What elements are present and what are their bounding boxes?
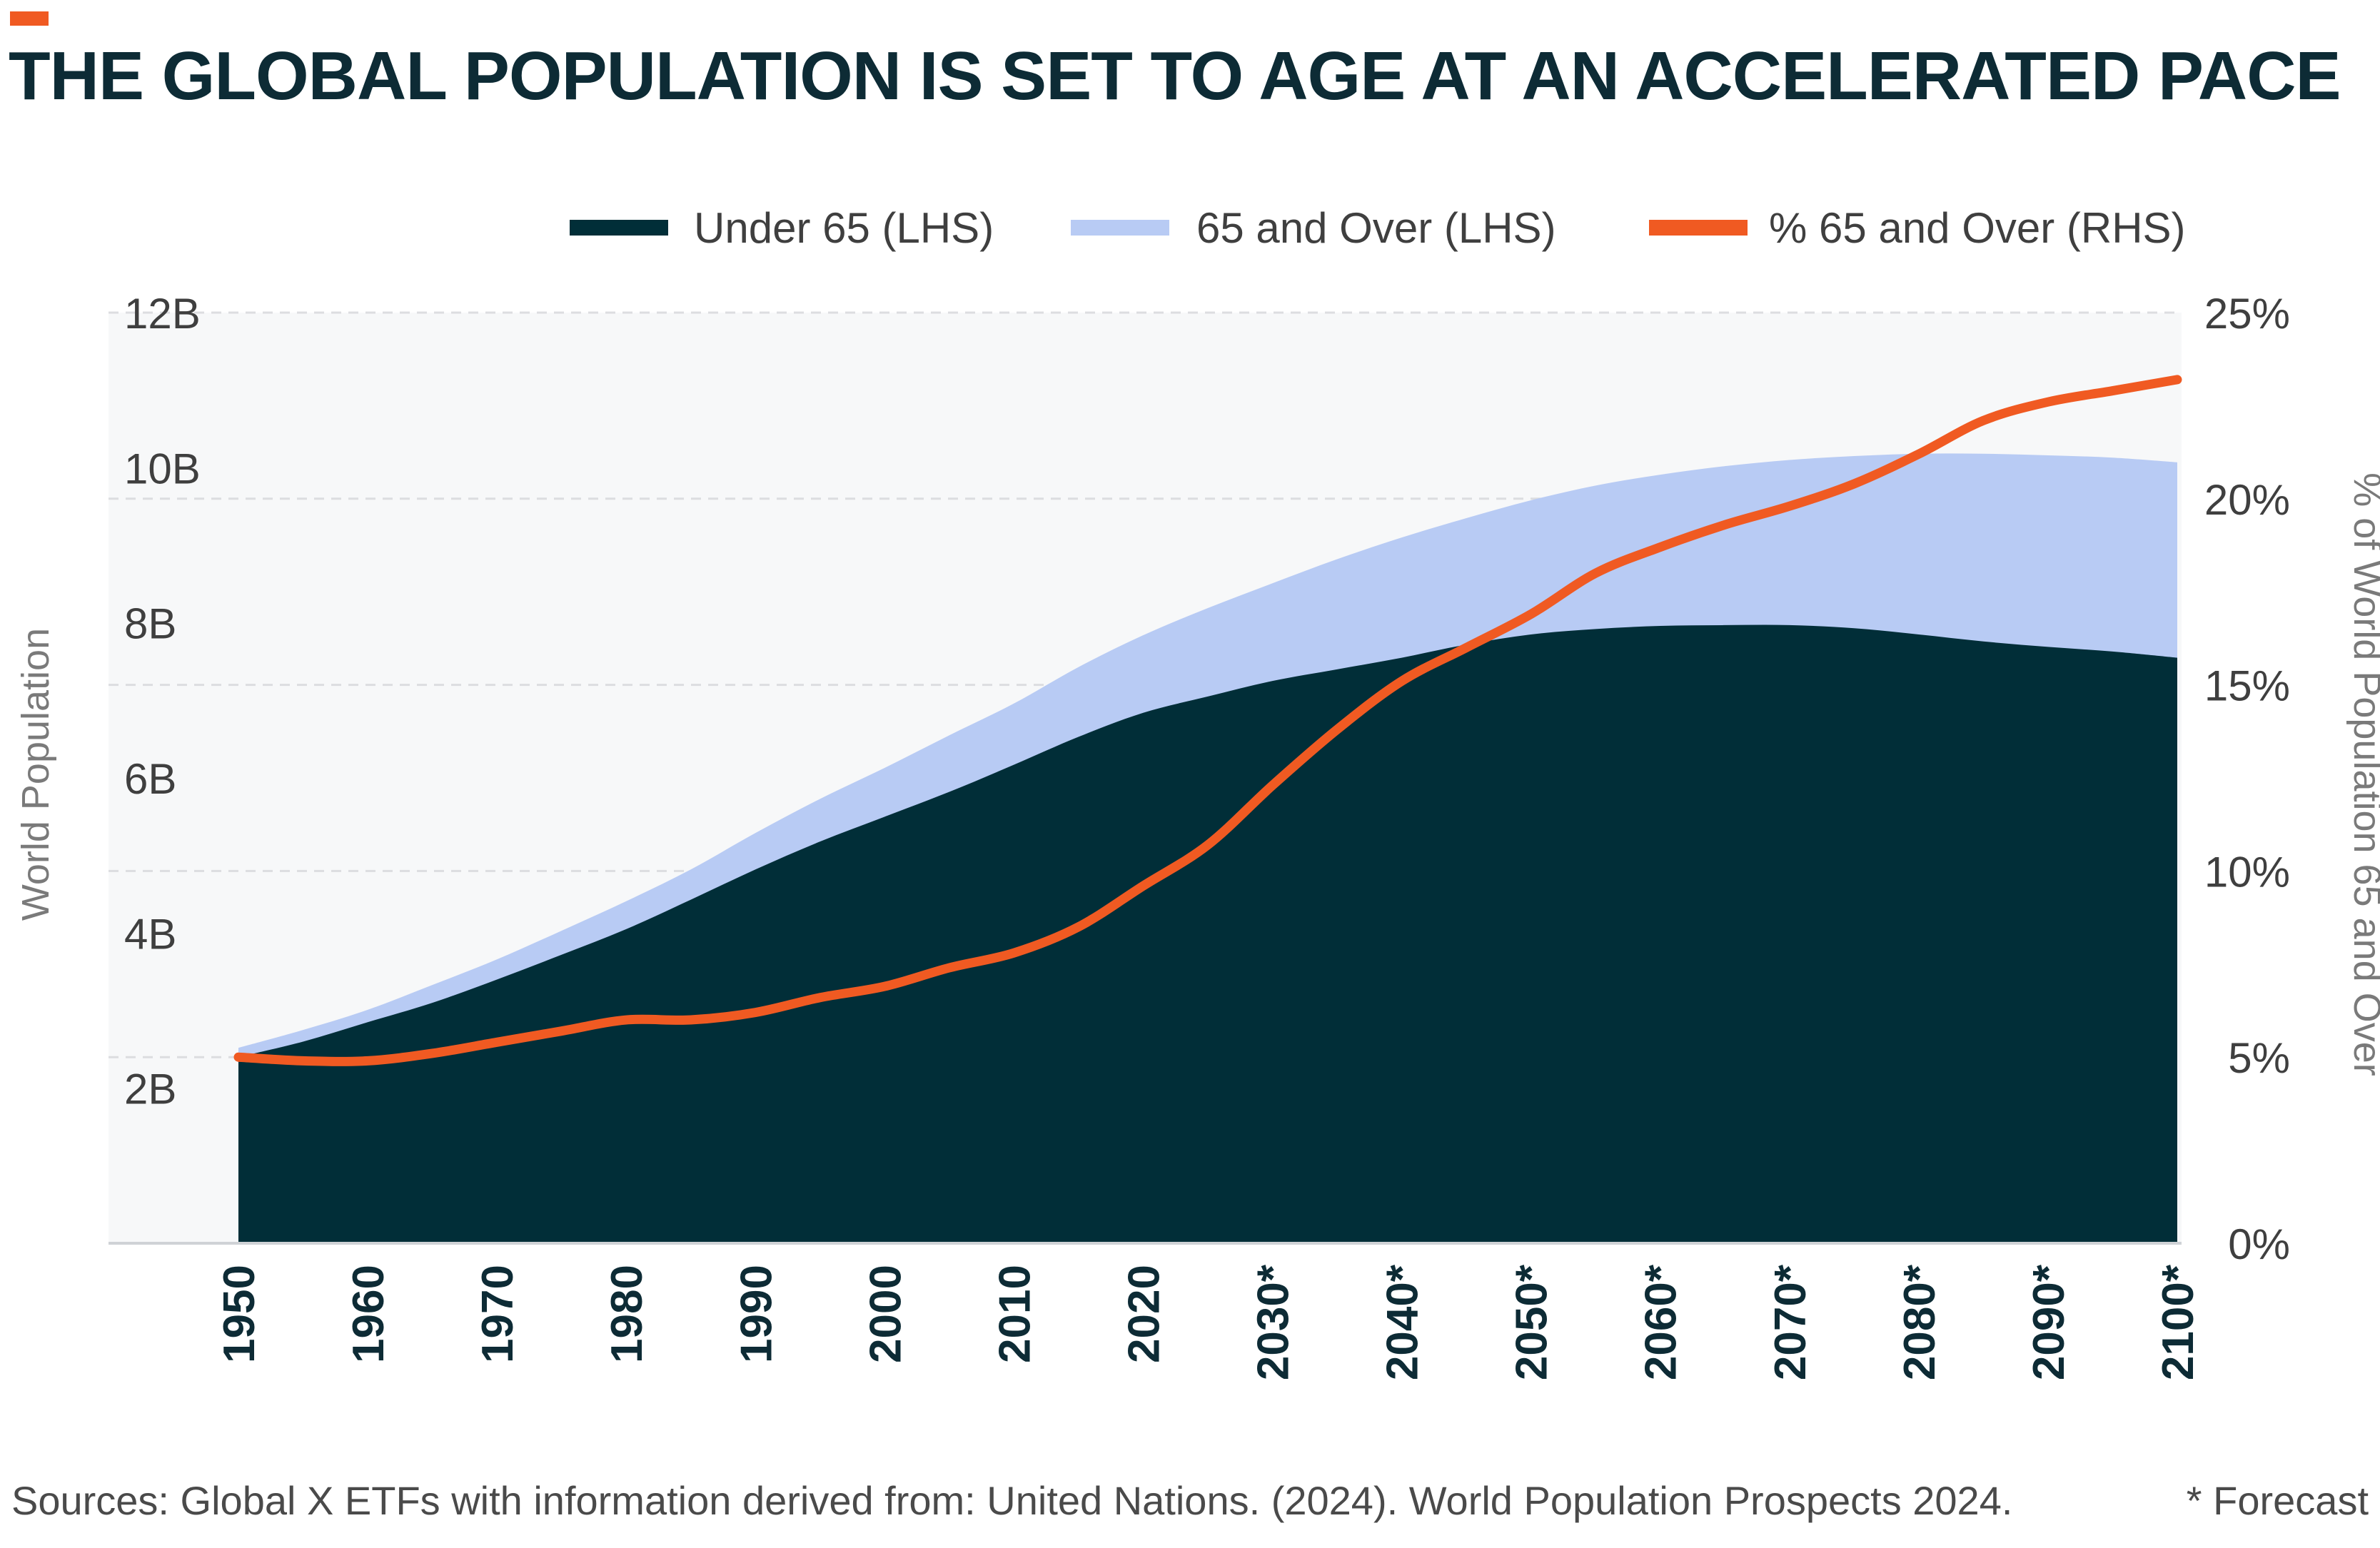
series-line-pct-65-and-over — [233, 375, 2182, 1066]
x-tick-label: 2080* — [1895, 1264, 1945, 1380]
legend-item-under-65: Under 65 (LHS) — [694, 204, 994, 252]
y-tick-label: 6B — [124, 755, 176, 803]
source-note: Sources: Global X ETFs with information … — [11, 1478, 2013, 1523]
legend: Under 65 (LHS) 65 and Over (LHS) % 65 and … — [570, 204, 2186, 252]
accent-bar — [10, 11, 49, 26]
x-tick-label: 2010 — [990, 1265, 1039, 1363]
x-tick-label: 1960 — [344, 1265, 393, 1363]
legend-swatch — [1649, 220, 1748, 236]
y-tick-label: 2B — [124, 1066, 176, 1113]
x-tick-label: 2060* — [1637, 1264, 1686, 1380]
y2-tick-label: 5% — [2228, 1034, 2290, 1082]
y2-tick-label: 25% — [2204, 290, 2290, 338]
x-tick-label: 2090* — [2024, 1264, 2074, 1380]
x-tick-label: 2030* — [1249, 1264, 1299, 1380]
y2-tick-label: 20% — [2204, 476, 2290, 524]
y2-tick-label: 10% — [2204, 848, 2290, 896]
x-tick-label: 1980 — [602, 1265, 652, 1363]
y2-tick-label: 15% — [2204, 662, 2290, 710]
axes: 2B 4B 6B 8B 10B 12B 0% 5% 10% 15% 20% 25% 1950 1960 19… — [14, 290, 2380, 1380]
y-axis-title: World Population — [14, 628, 57, 921]
legend-item-65-and-over: 65 and Over (LHS) — [1196, 204, 1556, 252]
x-tick-label: 1950 — [215, 1265, 264, 1363]
legend-swatch — [1071, 220, 1169, 236]
y2-tick-label: 0% — [2228, 1220, 2290, 1268]
series-area-under-65 — [238, 624, 2177, 1243]
y-tick-label: 8B — [124, 600, 176, 648]
x-tick-label: 1970 — [473, 1265, 523, 1363]
legend-item-pct-65-and-over: % 65 and Over (RHS) — [1769, 204, 2186, 252]
chart-title: THE GLOBAL POPULATION IS SET TO AGE AT A… — [9, 38, 2341, 114]
x-tick-label: 1990 — [732, 1265, 781, 1363]
x-tick-label: 2020 — [1119, 1265, 1169, 1363]
x-tick-label: 2050* — [1508, 1264, 1557, 1380]
x-tick-label: 2070* — [1766, 1264, 1815, 1380]
x-tick-label: 2040* — [1378, 1264, 1428, 1380]
y-tick-label: 10B — [124, 445, 201, 492]
y-tick-label: 4B — [124, 910, 176, 958]
forecast-note: * Forecast — [2186, 1478, 2369, 1523]
x-tick-label: 2000 — [861, 1265, 910, 1363]
line-layer — [233, 375, 2182, 1066]
legend-swatch — [570, 220, 668, 236]
y-tick-label: 12B — [124, 290, 201, 338]
y2-axis-title: % of World Population 65 and Over — [2346, 472, 2380, 1076]
x-tick-label: 2100* — [2154, 1264, 2203, 1380]
